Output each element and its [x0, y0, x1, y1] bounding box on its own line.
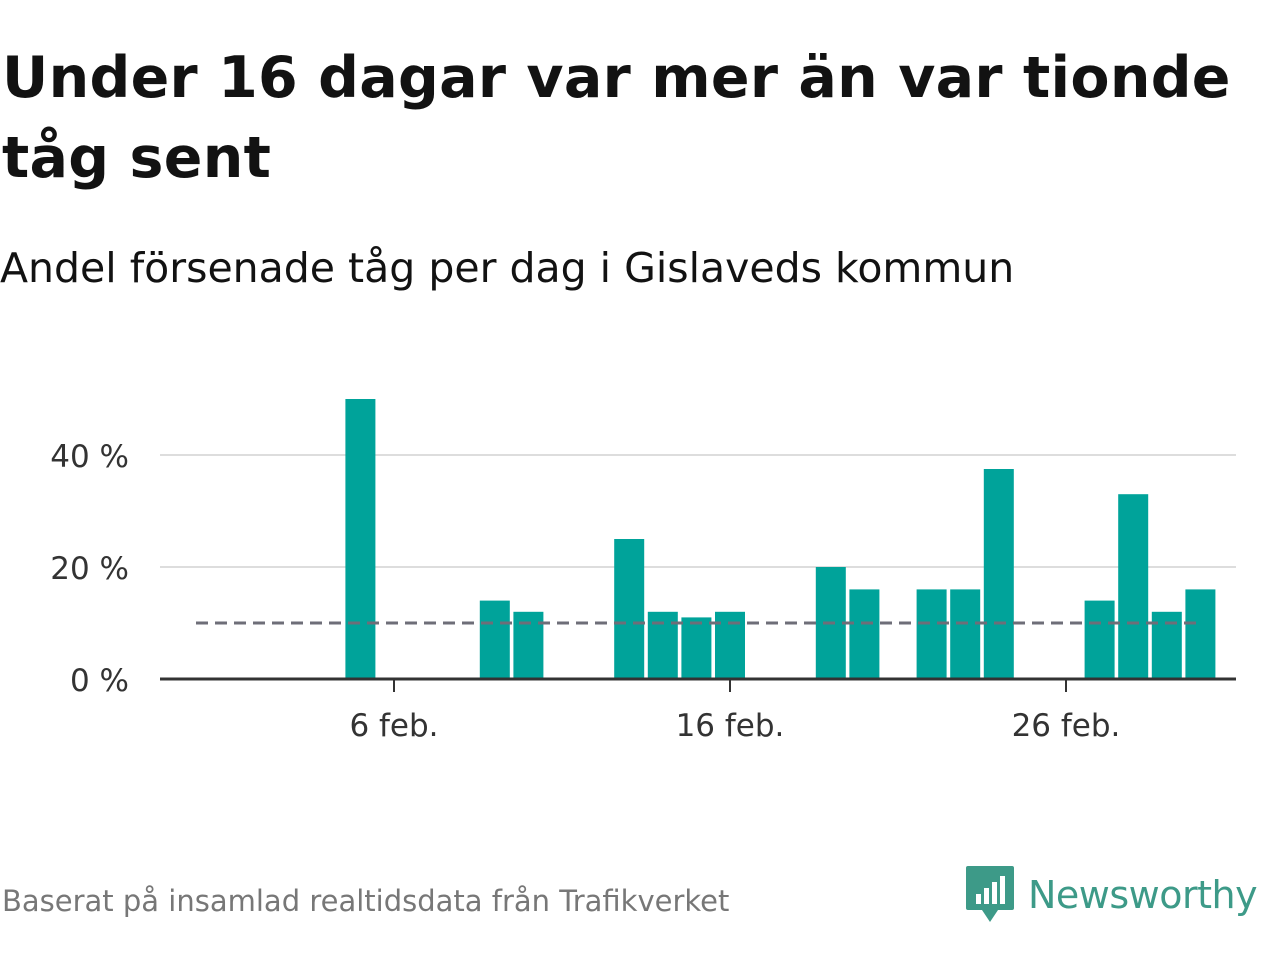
x-tick-label: 16 feb.: [676, 708, 785, 744]
x-tick-label: 6 feb.: [349, 708, 438, 744]
bar: [849, 589, 880, 679]
source-note: Baserat på insamlad realtidsdata från Tr…: [2, 884, 730, 918]
x-tick-label: 26 feb.: [1012, 708, 1121, 744]
bar: [916, 589, 947, 679]
bar: [681, 617, 712, 679]
newsworthy-logo-icon: [966, 866, 1014, 922]
brand-name: Newsworthy: [1028, 873, 1258, 917]
brand: Newsworthy: [964, 864, 1258, 926]
bar: [1185, 589, 1216, 679]
logo-bar-4: [1000, 876, 1005, 904]
bar: [950, 589, 981, 679]
chart-subtitle: Andel försenade tåg per dag i Gislaveds …: [0, 244, 1015, 292]
bar: [1118, 494, 1149, 679]
bar: [479, 600, 510, 679]
chart-title: Under 16 dagar var mer än var tionde tåg…: [2, 45, 1231, 191]
bar: [345, 399, 376, 679]
bar: [983, 469, 1014, 679]
y-tick-label: 40 %: [50, 439, 129, 475]
bar: [614, 539, 645, 679]
logo-bar-1: [976, 894, 981, 904]
y-tick-label: 0 %: [70, 663, 129, 699]
logo-badge-shape: [966, 866, 1014, 922]
y-tick-label: 20 %: [50, 551, 129, 587]
logo-bar-2: [984, 888, 989, 904]
logo-bar-3: [992, 882, 997, 904]
bar: [1084, 600, 1115, 679]
